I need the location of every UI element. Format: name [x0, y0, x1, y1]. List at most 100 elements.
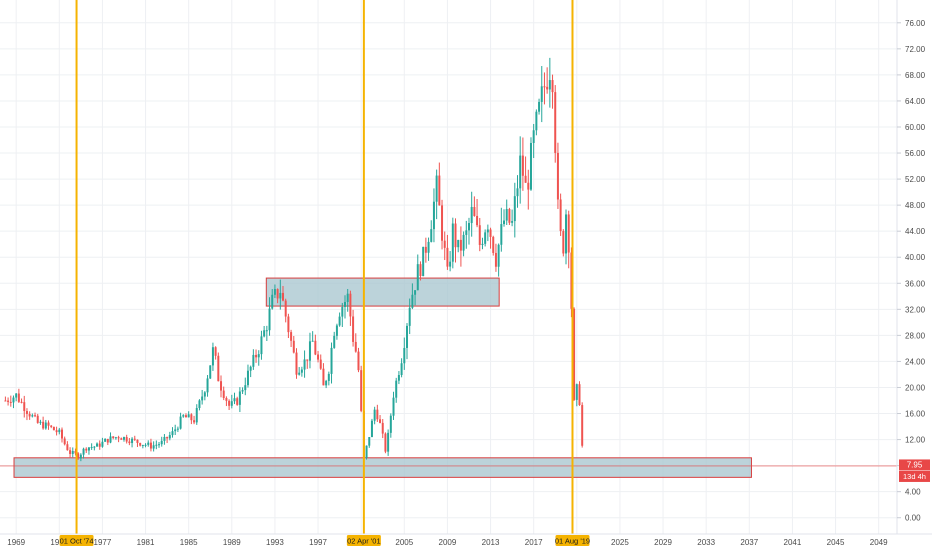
time-tick-label: 1997 — [309, 538, 327, 547]
candle-body — [176, 428, 179, 430]
candle-body — [179, 416, 182, 429]
time-tick-label: 1989 — [223, 538, 241, 547]
price-tick-label: 0.00 — [905, 514, 921, 523]
price-tag-label: 7.95 — [907, 461, 923, 470]
candle-body — [443, 240, 446, 248]
candle-body — [120, 438, 123, 440]
price-axis-panel[interactable] — [897, 0, 932, 534]
candle-body — [524, 175, 527, 183]
candle-body — [397, 375, 400, 381]
price-tick-label: 16.00 — [905, 410, 926, 419]
price-tick-label: 4.00 — [905, 488, 921, 497]
candle-body — [494, 252, 497, 267]
vertical-lines — [75, 0, 574, 534]
price-tick-label: 40.00 — [905, 253, 926, 262]
candle-body — [114, 437, 117, 439]
candle-body — [473, 206, 476, 216]
candle-body — [96, 443, 99, 447]
candle-body — [484, 232, 487, 244]
candle-body — [527, 182, 530, 190]
candle-body — [263, 330, 266, 337]
candle-body — [470, 206, 473, 224]
candle-body — [532, 130, 535, 143]
candle-body — [74, 450, 77, 454]
price-tick-label: 76.00 — [905, 19, 926, 28]
candle-body — [570, 252, 573, 309]
candle-body — [562, 231, 565, 254]
candle-body — [462, 234, 465, 251]
time-tick-label: 2041 — [784, 538, 802, 547]
candle-body — [42, 421, 45, 429]
candle-body — [567, 214, 570, 253]
candle-body — [85, 448, 88, 451]
candle-body — [209, 365, 212, 379]
time-tick-label: 2049 — [870, 538, 888, 547]
candle-body — [98, 443, 101, 447]
candle-body — [503, 220, 506, 225]
time-tick-label: 1969 — [7, 538, 25, 547]
candle-body — [292, 340, 295, 353]
price-tick-label: 60.00 — [905, 123, 926, 132]
candle-body — [17, 393, 20, 402]
candle-body — [195, 408, 198, 423]
candle-body — [15, 393, 18, 398]
last-price-tag: 7.95 13d 4h — [899, 459, 930, 482]
candle-body — [519, 155, 522, 189]
candle-body — [352, 316, 355, 342]
candle-body — [360, 370, 363, 411]
candle-body — [174, 429, 177, 432]
candle-body — [7, 400, 10, 402]
candle-body — [349, 293, 352, 317]
candle-body — [322, 368, 325, 386]
price-tick-label: 72.00 — [905, 45, 926, 54]
candle-body — [416, 264, 419, 291]
time-tick-label: 2037 — [740, 538, 758, 547]
price-tick-label: 64.00 — [905, 97, 926, 106]
candle-body — [109, 436, 112, 443]
candle-body — [168, 435, 171, 439]
time-axis-panel[interactable] — [0, 534, 932, 550]
candle-body — [392, 397, 395, 416]
candle-body — [222, 390, 225, 398]
vline-2019-label: 01 Aug '19 — [555, 537, 590, 546]
candle-body — [171, 431, 174, 436]
candle-body — [50, 425, 53, 427]
candle-body — [36, 415, 39, 423]
candle-body — [147, 442, 150, 445]
candle-body — [565, 214, 568, 254]
price-tag-bg — [899, 459, 930, 471]
candle-body — [265, 330, 268, 332]
candle-body — [93, 446, 96, 448]
candle-body — [136, 439, 139, 443]
candle-body — [184, 415, 187, 418]
upper-zone[interactable] — [265, 277, 500, 307]
candle-body — [193, 420, 196, 423]
lower-zone[interactable] — [13, 457, 752, 478]
candle-body — [58, 429, 61, 433]
time-tick-label: 2033 — [697, 538, 715, 547]
candle-body — [203, 392, 206, 397]
candle-body — [400, 363, 403, 376]
candle-body — [303, 359, 306, 370]
candle-body — [546, 86, 549, 90]
candle-body — [44, 422, 47, 429]
candle-body — [319, 359, 322, 369]
candle-body — [182, 415, 185, 417]
candle-body — [287, 316, 290, 333]
candle-body — [4, 400, 7, 402]
candle-body — [90, 447, 93, 449]
candle-body — [556, 152, 559, 200]
price-axis[interactable]: 0.004.008.0012.0016.0020.0024.0028.0032.… — [897, 19, 926, 523]
candle-body — [133, 438, 136, 440]
time-tick-label: 1977 — [94, 538, 112, 547]
candle-body — [408, 307, 411, 326]
time-axis[interactable]: 1969197319771981198519891993199720012005… — [7, 538, 888, 547]
candle-body — [446, 247, 449, 267]
candle-body — [249, 366, 252, 371]
candle-body — [149, 442, 152, 449]
candle-body — [492, 236, 495, 253]
candle-body — [152, 445, 155, 449]
candle-body — [128, 441, 131, 444]
